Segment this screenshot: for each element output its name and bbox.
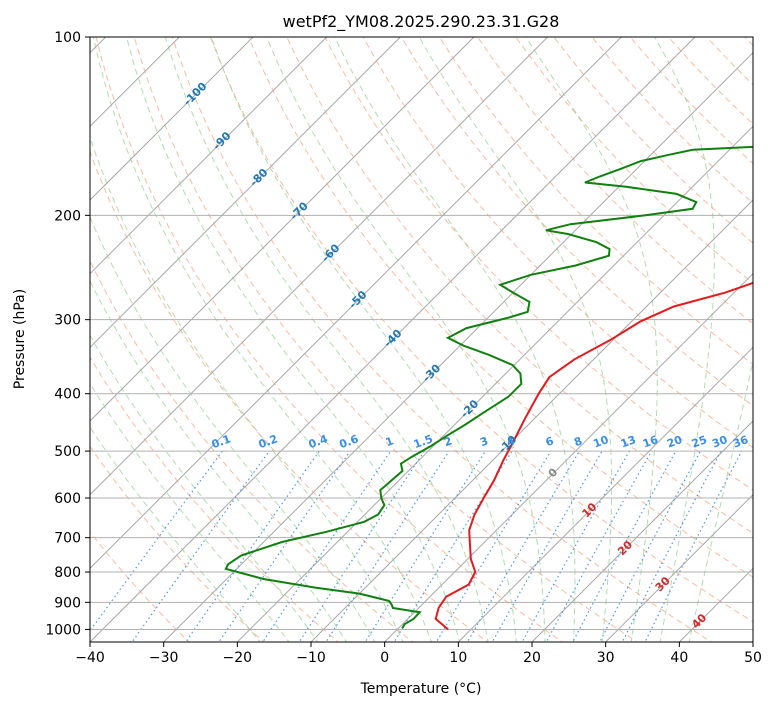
isotherm-line — [457, 346, 753, 642]
dry-adiabat-line — [477, 37, 753, 325]
y-tick-label: 300 — [54, 313, 81, 329]
x-tick-label: 30 — [597, 650, 615, 666]
mixing-ratio-line — [393, 450, 513, 642]
y-tick-label: 400 — [54, 387, 81, 403]
mixing-ratio-line — [218, 450, 351, 642]
chart-title: wetPf2_YM08.2025.290.23.31.G28 — [283, 12, 560, 32]
dry-adiabat-line — [324, 37, 753, 491]
mixing-ratio-label: 2 — [442, 434, 454, 449]
isotherm-line — [162, 51, 753, 642]
mixing-ratio-label: 0.2 — [257, 432, 280, 451]
x-tick-label: 20 — [523, 650, 541, 666]
y-tick-label: 800 — [54, 565, 81, 581]
mixing-ratio-label: 6 — [544, 434, 556, 449]
y-tick-label: 500 — [54, 444, 81, 460]
x-tick-label: 0 — [380, 650, 389, 666]
isotherm-line — [531, 420, 753, 642]
mixing-ratio-line — [644, 450, 743, 642]
axis-ticks: −40 −30 −20 −10 0 10 20 30 40 5010020030040050060… — [45, 30, 762, 666]
mixing-ratio-label: 3 — [478, 434, 490, 449]
y-tick-label: 700 — [54, 531, 81, 547]
mixing-ratio-label: 25 — [690, 433, 709, 450]
isotherm-line — [90, 37, 328, 275]
mixing-ratio-line — [491, 450, 603, 642]
mixing-ratio-line — [90, 450, 223, 632]
mixing-ratio-label: 8 — [572, 434, 584, 449]
mixing-ratio-label: 36 — [731, 433, 750, 451]
plot-frame — [89, 36, 754, 643]
dry-adiabat-line — [362, 37, 753, 449]
dry-adiabat-line — [248, 37, 753, 578]
x-tick-label: −20 — [223, 650, 253, 666]
x-tick-label: −40 — [75, 650, 105, 666]
x-axis-label: Temperature (°C) — [360, 681, 482, 697]
mixing-ratio-label: 1 — [384, 434, 396, 449]
isotherm-line — [236, 125, 753, 642]
mixing-ratio-label: 13 — [619, 433, 638, 450]
mixing-ratio-label: 0.6 — [338, 432, 361, 451]
x-tick-label: 40 — [670, 650, 688, 666]
mixing-ratio-line — [298, 450, 425, 642]
x-tick-label: −10 — [296, 650, 326, 666]
mixing-ratio-label: 1.5 — [412, 432, 435, 451]
isotherm-line — [90, 37, 696, 642]
isotherm-line — [90, 37, 549, 496]
mixing-ratio-line — [621, 450, 722, 642]
x-tick-label: 10 — [449, 650, 467, 666]
y-tick-label: 100 — [54, 30, 81, 46]
mixing-ratio-label: 30 — [710, 433, 729, 451]
mixing-ratio-label: 0.1 — [210, 432, 233, 451]
mixing-ratio-line — [435, 450, 552, 642]
mixing-ratio-line — [364, 450, 486, 642]
y-tick-label: 200 — [54, 208, 81, 224]
isotherm-line — [90, 37, 475, 422]
x-tick-label: −30 — [149, 650, 179, 666]
dry-adiabat-line — [286, 37, 753, 534]
mixing-ratio-line — [262, 450, 392, 642]
plot-area — [90, 37, 753, 642]
mixing-ratio-label: 4 — [505, 434, 517, 449]
mixing-ratio-label: 16 — [641, 433, 660, 451]
isotherm-line — [383, 272, 753, 642]
dry-adiabat-line — [400, 37, 753, 407]
sounding-series — [224, 145, 753, 631]
mixing-ratio-label: 20 — [665, 433, 684, 451]
y-tick-label: 600 — [54, 491, 81, 507]
temperature-line — [434, 281, 753, 631]
dry-adiabat-line — [438, 37, 753, 366]
y-tick-label: 1000 — [45, 622, 81, 638]
mixing-ratio-label: 10 — [591, 433, 610, 451]
mixing-ratio-line — [466, 450, 580, 642]
x-tick-label: 50 — [744, 650, 762, 666]
dry-adiabat-line — [90, 259, 414, 642]
mixing-ratio-line — [325, 450, 450, 642]
dewpoint-line — [224, 145, 753, 629]
y-tick-label: 900 — [54, 595, 81, 611]
y-axis-label: Pressure (hPa) — [12, 289, 28, 389]
isotherm-line — [90, 37, 254, 201]
mixing-ratio-line — [521, 450, 631, 642]
isotherm-line — [90, 37, 402, 349]
mixing-ratio-label: 0.4 — [307, 432, 330, 451]
isotherm-line — [604, 493, 753, 642]
in-plot-labels: -100-90-80-70-60-50-40-30-20-10010203040… — [181, 79, 750, 631]
moist-adiabat-line — [90, 215, 376, 642]
isotherm-line — [90, 37, 623, 570]
